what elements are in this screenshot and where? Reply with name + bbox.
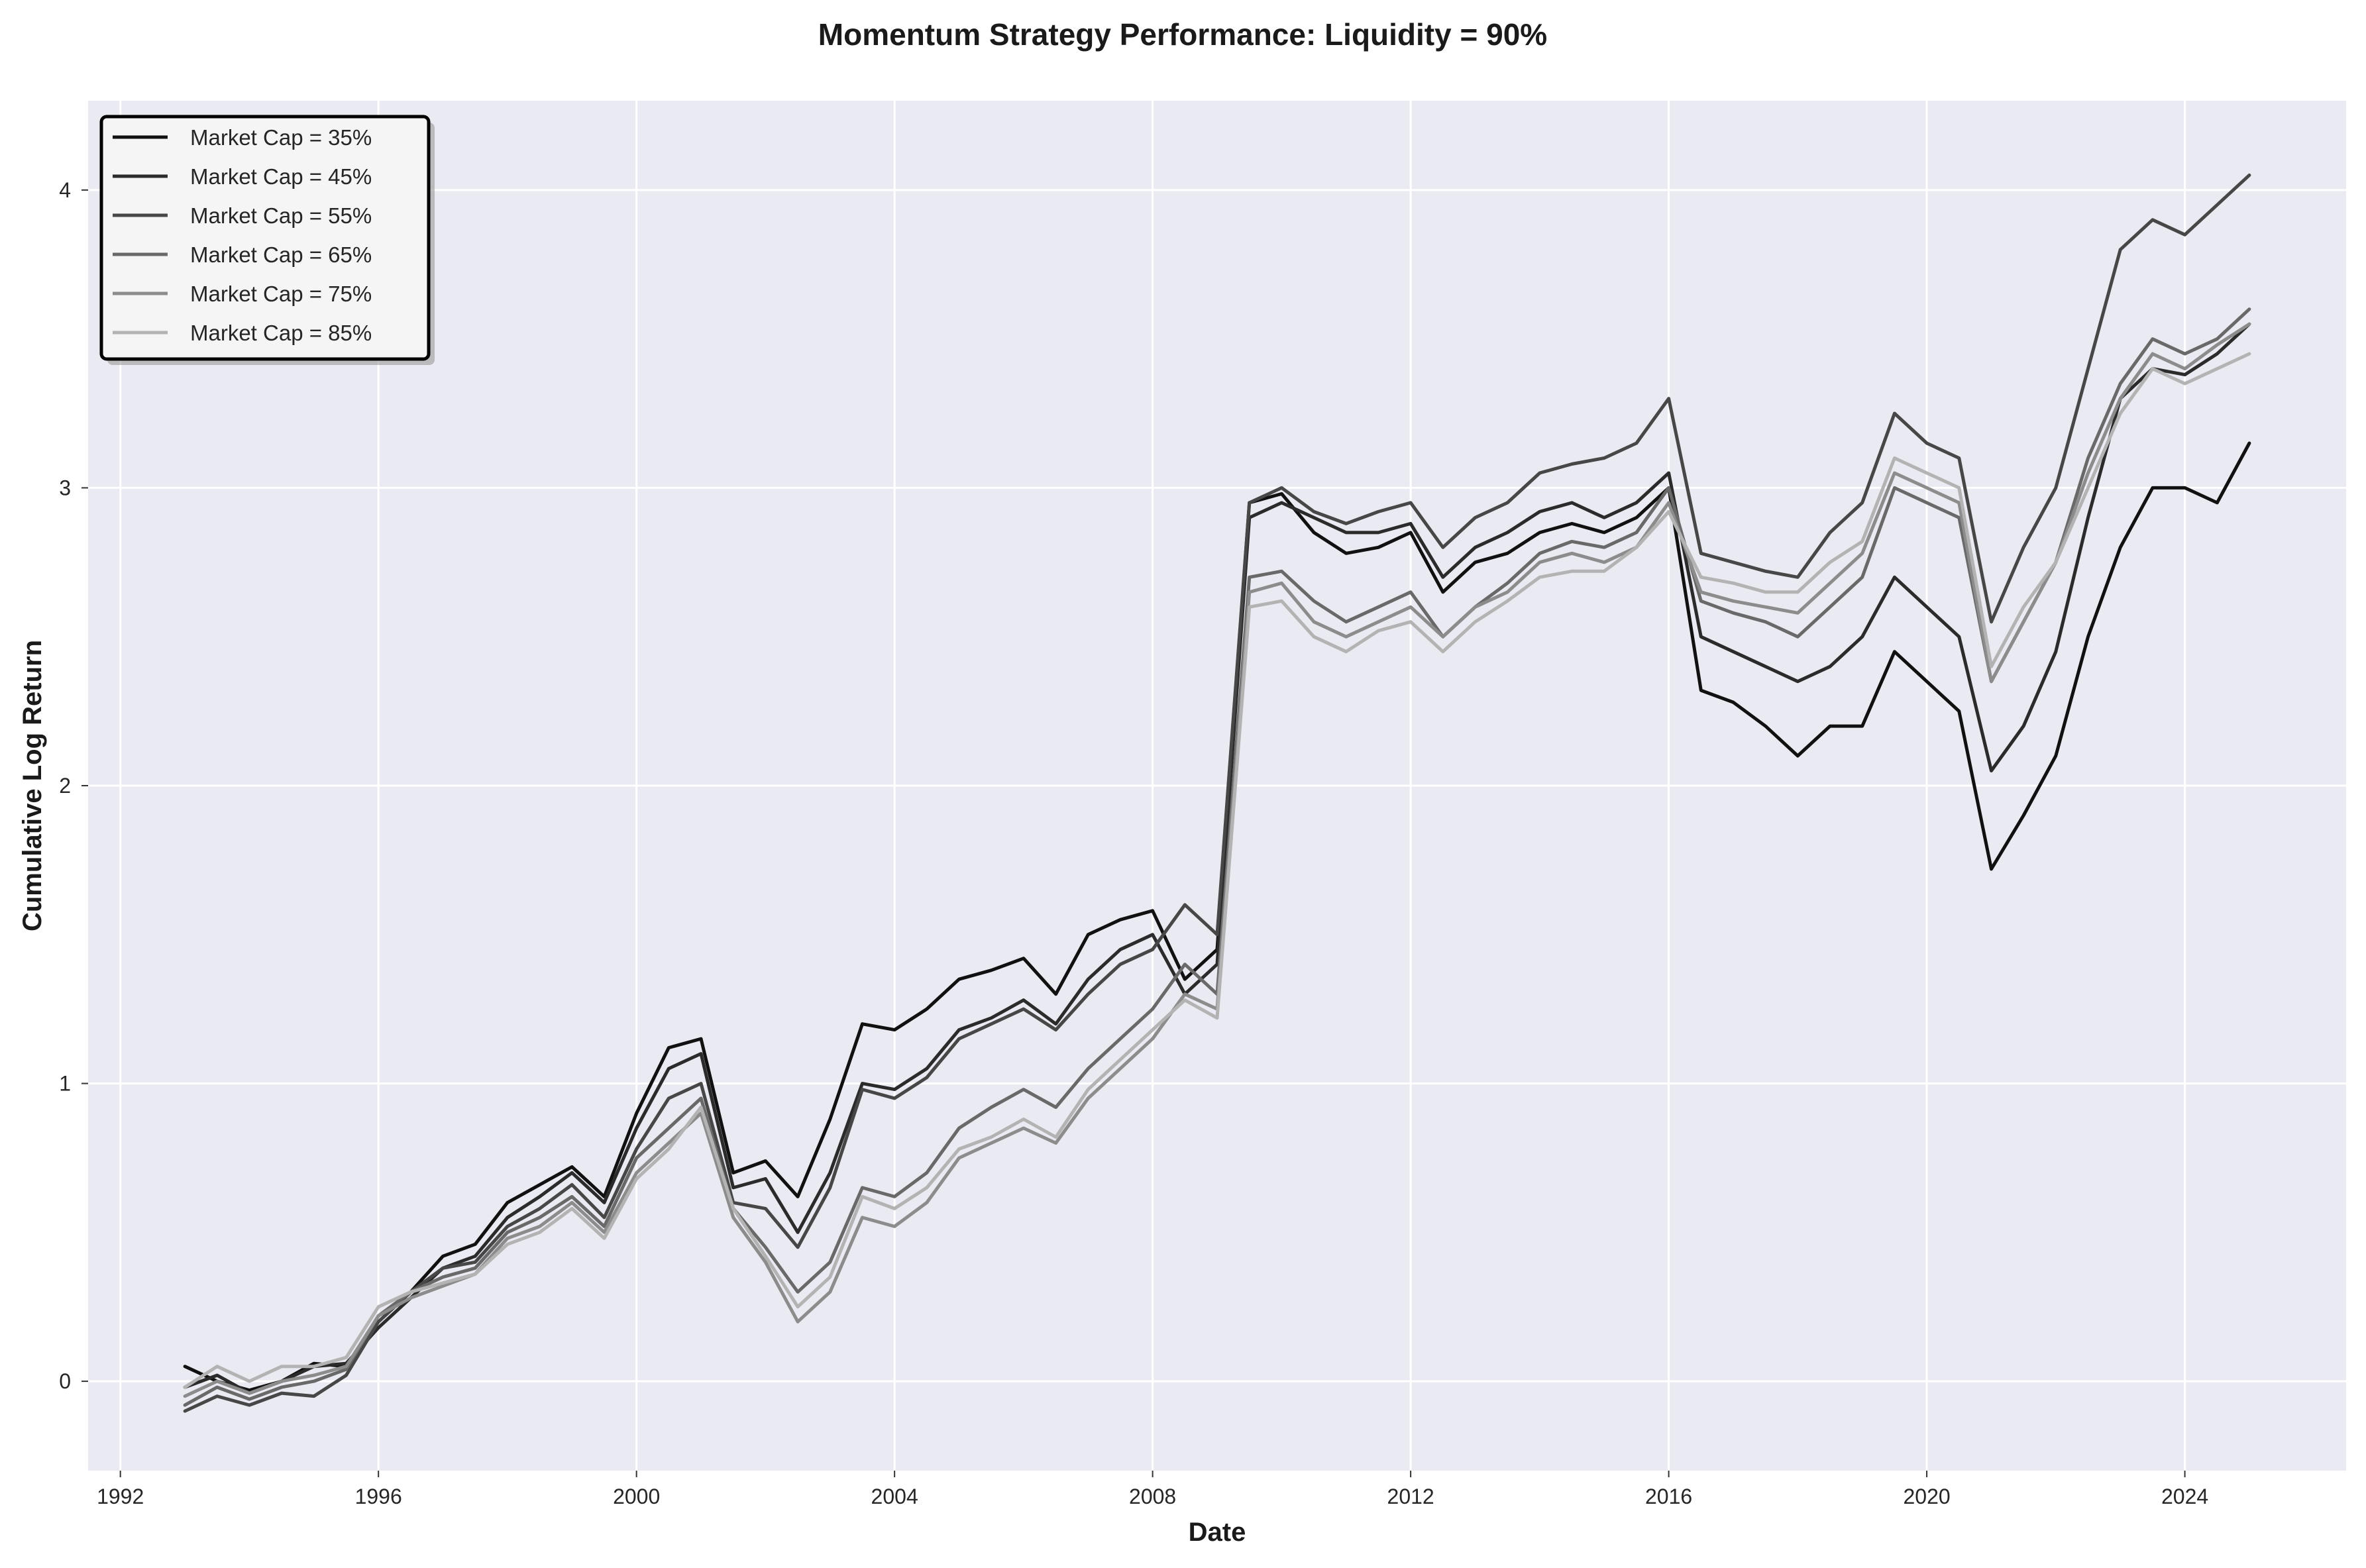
x-axis-label: Date — [1189, 1518, 1246, 1547]
x-tick-label: 2020 — [1903, 1485, 1950, 1508]
grid-lines — [88, 101, 2346, 1471]
y-tick-label: 4 — [59, 178, 71, 202]
y-axis-label: Cumulative Log Return — [18, 640, 47, 931]
x-tick-label: 1992 — [97, 1485, 144, 1508]
x-tick-label: 2012 — [1387, 1485, 1434, 1508]
legend-label-3: Market Cap = 65% — [190, 242, 372, 267]
legend: Market Cap = 35% Market Cap = 45% Market C… — [99, 115, 435, 365]
legend-label-4: Market Cap = 75% — [190, 282, 372, 306]
series-line-5 — [183, 352, 2251, 1389]
chart-title: Momentum Strategy Performance: Liquidity… — [818, 17, 1547, 52]
x-tick-label: 2024 — [2161, 1485, 2208, 1508]
series-lines — [183, 173, 2251, 1413]
legend-label-0: Market Cap = 35% — [190, 125, 372, 150]
legend-box — [99, 115, 431, 361]
x-tick-label: 2016 — [1645, 1485, 1692, 1508]
series-line-1 — [183, 322, 2251, 1395]
y-tick-label: 1 — [59, 1072, 71, 1096]
x-tick-label: 2008 — [1129, 1485, 1176, 1508]
series-line-2 — [183, 173, 2251, 1413]
y-tick-label: 0 — [59, 1369, 71, 1393]
legend-label-1: Market Cap = 45% — [190, 164, 372, 189]
y-tick-label: 2 — [59, 774, 71, 798]
axis-ticks: 1992 1996 2000 2004 2008 2012 2016 2020 2024 0 1 2 3… — [59, 178, 2208, 1508]
x-tick-label: 1996 — [355, 1485, 402, 1508]
x-tick-label: 2004 — [871, 1485, 918, 1508]
legend-label-2: Market Cap = 55% — [190, 203, 372, 228]
y-tick-label: 3 — [59, 476, 71, 499]
legend-label-5: Market Cap = 85% — [190, 321, 372, 345]
x-tick-label: 2000 — [613, 1485, 660, 1508]
